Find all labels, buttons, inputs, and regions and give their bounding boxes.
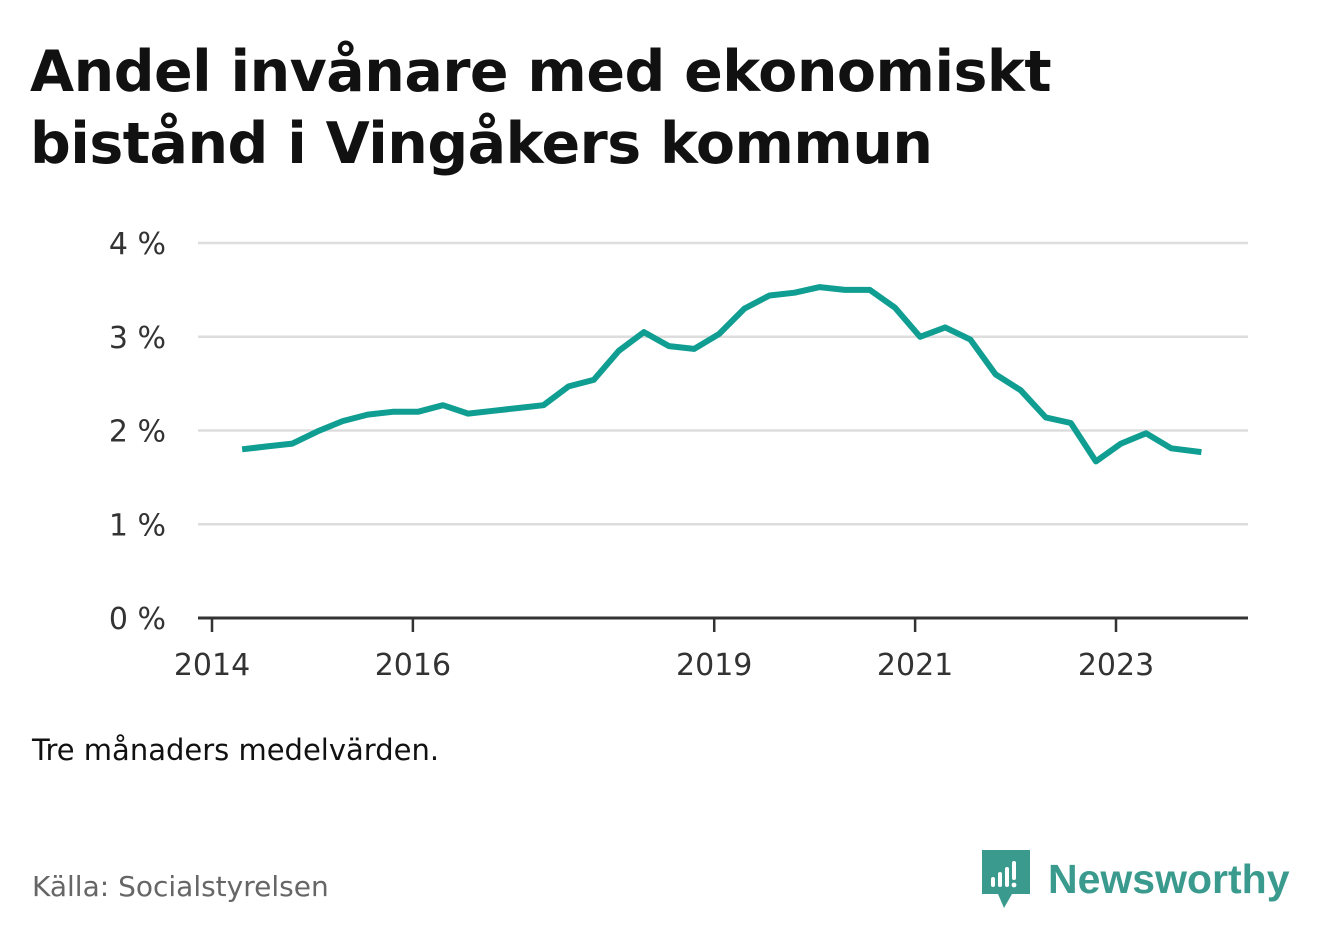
series-line (241, 284, 1202, 465)
chart-title: Andel invånare med ekonomiskt bistånd i … (30, 39, 1052, 177)
x-tick-label: 2019 (676, 648, 752, 683)
newsworthy-brand[interactable]: Newsworthy (982, 850, 1290, 908)
y-tick-label: 0 % (109, 602, 166, 637)
x-tick-label: 2014 (174, 648, 250, 683)
y-tick-label: 3 % (109, 321, 166, 356)
y-axis-ticks: 0 % 1 % 2 % 3 % 4 % (109, 227, 166, 637)
x-tick-label: 2021 (877, 648, 953, 683)
y-tick-label: 4 % (109, 227, 166, 262)
chart-note: Tre månaders medelvärden. (32, 733, 440, 767)
grid-lines (198, 241, 1248, 526)
newsworthy-logo-icon (982, 850, 1030, 908)
x-axis: 2014 2016 2019 2021 2023 (174, 616, 1248, 683)
y-tick-label: 1 % (109, 508, 166, 543)
brand-name: Newsworthy (1048, 855, 1290, 902)
x-tick-label: 2023 (1078, 648, 1154, 683)
y-tick-label: 2 % (109, 415, 166, 450)
series-layer (241, 284, 1202, 465)
source-label: Källa: Socialstyrelsen (32, 870, 329, 903)
x-tick-label: 2016 (375, 648, 451, 683)
